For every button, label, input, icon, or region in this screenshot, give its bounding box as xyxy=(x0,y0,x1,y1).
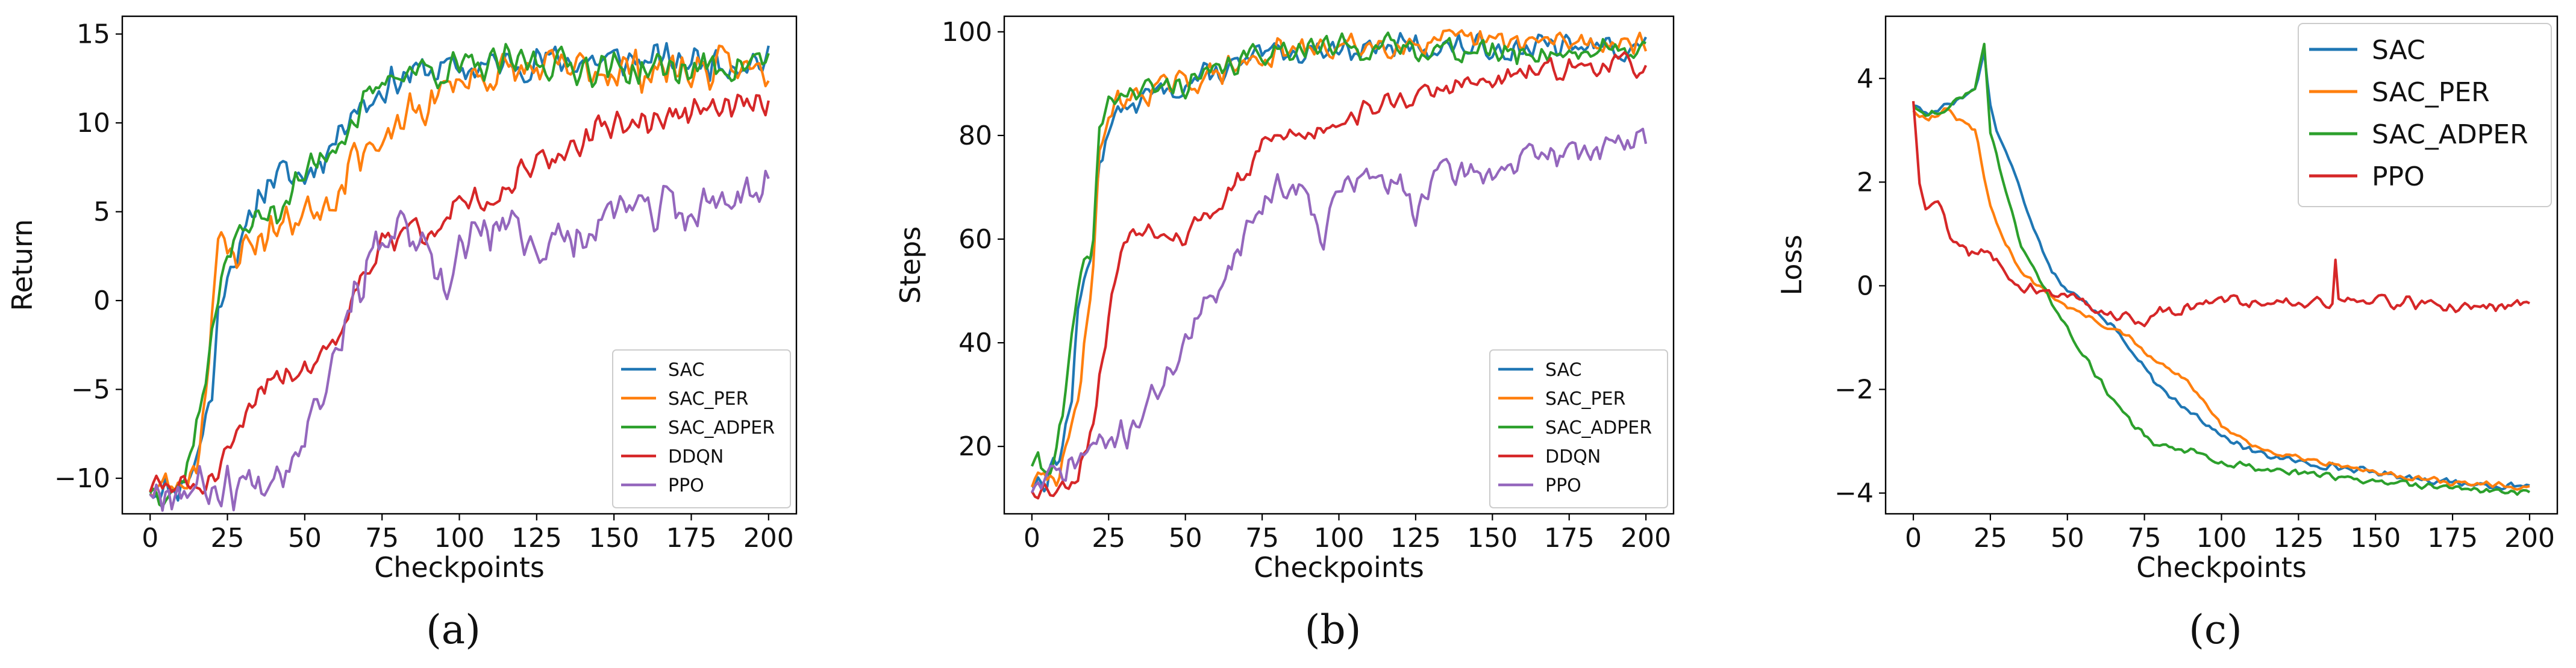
x-tick-label: 150 xyxy=(2350,523,2401,554)
y-tick-label: 60 xyxy=(958,224,992,255)
y-tick-label: −5 xyxy=(71,375,110,405)
y-tick-label: −10 xyxy=(54,463,110,494)
y-tick-label: 0 xyxy=(1857,270,1874,301)
y-tick-label: 20 xyxy=(958,431,992,462)
legend-box xyxy=(612,349,791,508)
y-axis-label: Return xyxy=(6,219,39,311)
y-axis-label: Steps xyxy=(894,226,927,304)
series-line-sac-adper xyxy=(1030,31,1646,475)
series-line-ppo xyxy=(1912,101,2530,328)
x-tick-label: 150 xyxy=(1467,523,1518,554)
legend-label: SAC xyxy=(668,360,705,381)
legend-label: SAC_PER xyxy=(1545,389,1625,410)
legend-label: SAC_ADPER xyxy=(668,417,775,439)
legend-label: PPO xyxy=(2372,161,2425,192)
legend-label: SAC_PER xyxy=(668,389,748,410)
legend-label: SAC_ADPER xyxy=(2372,119,2528,150)
legend-label: SAC xyxy=(2372,35,2425,66)
y-tick-label: 0 xyxy=(93,286,110,316)
legend-label: SAC_PER xyxy=(2372,77,2490,108)
y-tick-label: −4 xyxy=(1834,478,1874,509)
panel-caption: (c) xyxy=(2189,607,2242,653)
legend-label: PPO xyxy=(668,475,704,496)
y-tick-label: 5 xyxy=(93,197,110,228)
legend: SAC SAC_PER SAC_ADPER DDQN PPO xyxy=(1489,349,1668,508)
x-tick-label: 75 xyxy=(2128,523,2162,554)
x-tick-label: 25 xyxy=(211,523,245,554)
series-line-sac-per xyxy=(1030,28,1648,488)
legend-box xyxy=(2298,23,2552,207)
legend-label: DDQN xyxy=(1545,446,1601,467)
x-tick-label: 50 xyxy=(1169,523,1202,554)
x-tick-label: 75 xyxy=(1245,523,1279,554)
x-axis-label: Checkpoints xyxy=(374,551,545,584)
y-tick-label: 100 xyxy=(942,17,992,48)
series-line-sac-adper xyxy=(149,43,770,508)
x-axis-label: Checkpoints xyxy=(2136,551,2307,584)
chart-panel-2: 0 25 50 75 100 125 150 175 20020406080100Checkpo… xyxy=(894,15,1675,653)
legend-label: PPO xyxy=(1545,475,1581,496)
x-tick-label: 25 xyxy=(1092,523,1125,554)
legend-label: SAC xyxy=(1545,360,1582,381)
legend-label: DDQN xyxy=(668,446,724,467)
series-line-sac-per xyxy=(149,44,770,498)
panel-caption: (a) xyxy=(426,607,481,653)
x-tick-label: 100 xyxy=(2196,523,2247,554)
chart-panel-3: 0 25 50 75 100 125 150 175 200 −4 −2 0 2 4 Checkpoints… xyxy=(1775,15,2559,653)
series-line-ddqn xyxy=(1031,51,1648,500)
series-line-ppo xyxy=(149,169,770,512)
x-tick-label: 125 xyxy=(511,523,562,554)
x-tick-label: 0 xyxy=(142,523,158,554)
x-tick-label: 75 xyxy=(365,523,399,554)
x-axis-label: Checkpoints xyxy=(1254,551,1424,584)
y-tick-label: 15 xyxy=(77,19,110,50)
legend-box xyxy=(1489,349,1668,508)
legend: SAC SAC_PER SAC_ADPER PPO xyxy=(2298,23,2552,207)
y-tick-label: 2 xyxy=(1857,167,1874,198)
x-tick-label: 200 xyxy=(743,523,794,554)
x-tick-label: 100 xyxy=(1314,523,1365,554)
x-tick-label: 100 xyxy=(434,523,485,554)
x-tick-label: 125 xyxy=(1390,523,1441,554)
panel-caption: (b) xyxy=(1305,607,1361,653)
x-tick-label: 175 xyxy=(666,523,716,554)
x-tick-label: 200 xyxy=(1621,523,1671,554)
x-tick-label: 175 xyxy=(2427,523,2478,554)
y-tick-label: 4 xyxy=(1857,63,1874,94)
x-tick-label: 150 xyxy=(589,523,639,554)
x-tick-label: 125 xyxy=(2273,523,2324,554)
x-tick-label: 50 xyxy=(2051,523,2084,554)
x-tick-label: 50 xyxy=(288,523,322,554)
y-tick-label: 80 xyxy=(958,120,992,151)
y-axis-label: Loss xyxy=(1775,235,1808,296)
x-tick-label: 0 xyxy=(1905,523,1922,554)
series-line-ddqn xyxy=(149,93,770,495)
series-line-sac-adper xyxy=(1912,42,2531,496)
x-tick-label: 200 xyxy=(2504,523,2555,554)
x-tick-label: 25 xyxy=(1974,523,2007,554)
y-tick-label: 40 xyxy=(958,328,992,358)
x-tick-label: 0 xyxy=(1024,523,1040,554)
legend-label: SAC_ADPER xyxy=(1545,417,1652,439)
legend: SAC SAC_PER SAC_ADPER DDQN PPO xyxy=(612,349,791,508)
x-tick-label: 175 xyxy=(1544,523,1595,554)
chart-panel-1: 0 25 50 75 100 125 150 175 200 −10 −5 0 5 10 15 Checkpo… xyxy=(6,15,798,653)
y-tick-label: −2 xyxy=(1834,375,1874,405)
series-line-ppo xyxy=(1030,128,1648,493)
series-line-sac-per xyxy=(1912,107,2530,491)
y-tick-label: 10 xyxy=(77,108,110,139)
